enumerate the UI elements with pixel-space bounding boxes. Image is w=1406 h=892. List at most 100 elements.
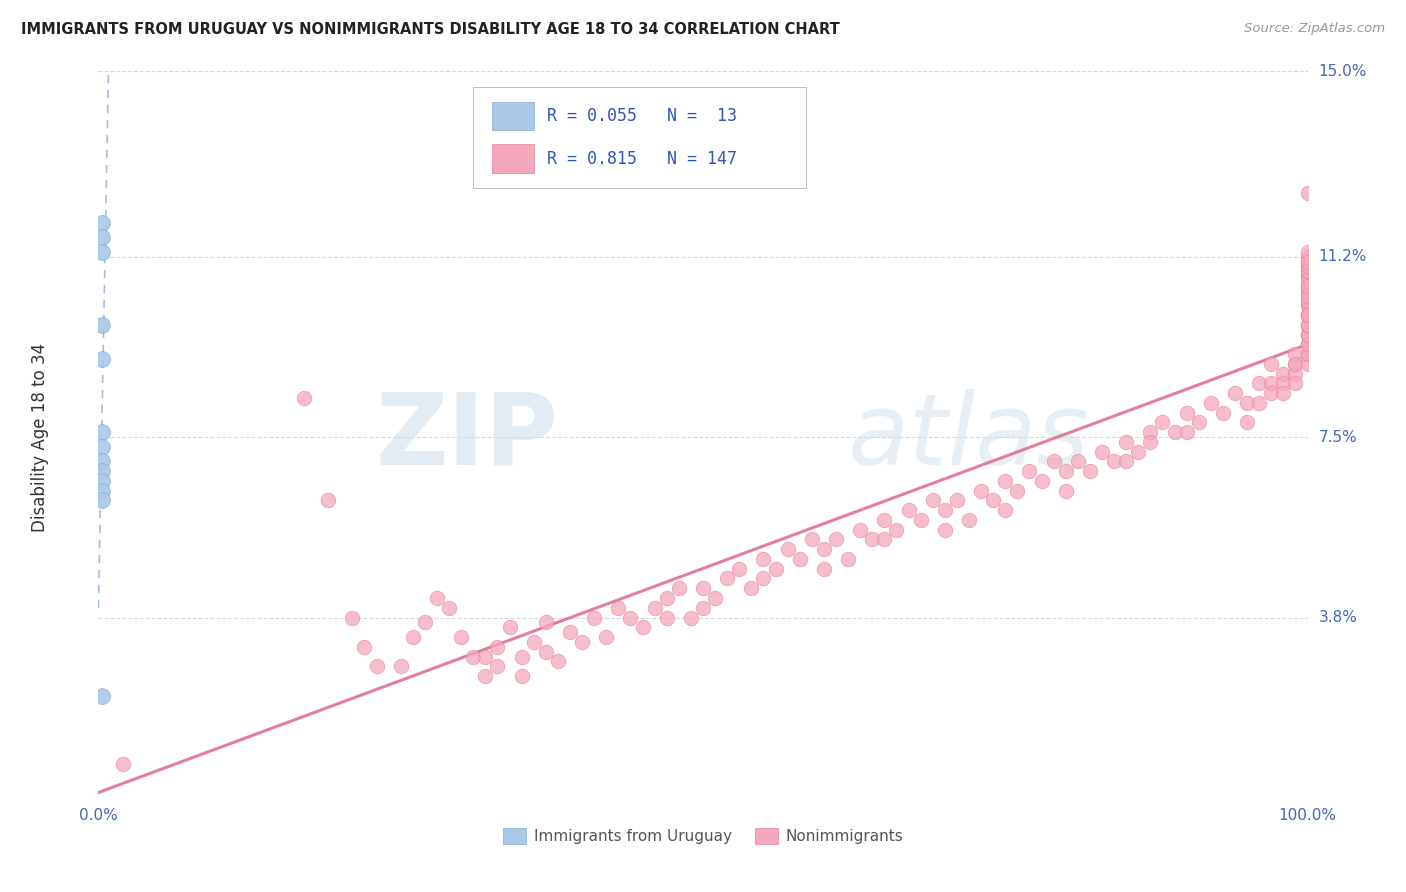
Point	[1296, 308, 1319, 322]
Point	[1115, 454, 1137, 468]
Point	[1236, 396, 1258, 410]
Point	[740, 581, 762, 595]
Point	[1272, 386, 1295, 401]
Point	[1249, 396, 1271, 410]
Point	[800, 533, 823, 547]
Point	[1296, 318, 1319, 332]
Point	[837, 552, 859, 566]
Point	[655, 610, 678, 624]
Text: R = 0.815   N = 147: R = 0.815 N = 147	[547, 150, 737, 168]
Point	[91, 425, 114, 440]
Point	[873, 533, 896, 547]
Point	[486, 659, 509, 673]
Point	[1102, 454, 1125, 468]
Point	[1296, 327, 1319, 342]
Point	[1152, 416, 1174, 430]
Point	[1296, 279, 1319, 293]
Point	[692, 600, 714, 615]
Point	[474, 669, 496, 683]
Point	[353, 640, 375, 654]
Point	[1272, 376, 1295, 391]
Point	[1272, 367, 1295, 381]
Point	[1128, 444, 1150, 458]
Point	[607, 600, 630, 615]
Bar	[492, 103, 534, 130]
Point	[1296, 250, 1319, 264]
Point	[486, 640, 509, 654]
Point	[1188, 416, 1211, 430]
Point	[813, 562, 835, 576]
Point	[1296, 288, 1319, 302]
Point	[921, 493, 943, 508]
Point	[655, 591, 678, 605]
Point	[886, 523, 908, 537]
Text: Source: ZipAtlas.com: Source: ZipAtlas.com	[1244, 22, 1385, 36]
Point	[292, 391, 315, 405]
Point	[1284, 347, 1306, 361]
Point	[776, 542, 799, 557]
Point	[1199, 396, 1222, 410]
Point	[1260, 386, 1282, 401]
Point	[1284, 357, 1306, 371]
Point	[474, 649, 496, 664]
Point	[1296, 298, 1319, 312]
Point	[1296, 298, 1319, 312]
Point	[1296, 293, 1319, 308]
Point	[91, 454, 114, 468]
Point	[1054, 464, 1077, 478]
Point	[498, 620, 520, 634]
Point	[595, 630, 617, 644]
Point	[970, 483, 993, 498]
Text: 15.0%: 15.0%	[1319, 64, 1367, 78]
Point	[1296, 269, 1319, 284]
Point	[1284, 367, 1306, 381]
Point	[111, 756, 134, 771]
Point	[1296, 347, 1319, 361]
Point	[873, 513, 896, 527]
Point	[91, 440, 114, 454]
Point	[1054, 483, 1077, 498]
Point	[1139, 434, 1161, 449]
Point	[1223, 386, 1246, 401]
Point	[631, 620, 654, 634]
Point	[1175, 425, 1198, 440]
Point	[1296, 264, 1319, 278]
Point	[91, 474, 114, 488]
Point	[1296, 318, 1319, 332]
Point	[91, 689, 114, 703]
Point	[1296, 337, 1319, 351]
Point	[91, 215, 114, 229]
Point	[1296, 308, 1319, 322]
Point	[1296, 318, 1319, 332]
Point	[523, 635, 546, 649]
Text: atlas: atlas	[848, 389, 1090, 485]
Point	[1091, 444, 1114, 458]
Point	[366, 659, 388, 673]
Point	[1296, 357, 1319, 371]
Point	[1296, 337, 1319, 351]
Point	[668, 581, 690, 595]
Point	[571, 635, 593, 649]
Point	[1212, 406, 1234, 420]
Point	[1296, 254, 1319, 268]
FancyBboxPatch shape	[474, 87, 806, 188]
Point	[1067, 454, 1090, 468]
Point	[679, 610, 702, 624]
Point	[1296, 284, 1319, 298]
Point	[1296, 293, 1319, 308]
Point	[1296, 318, 1319, 332]
Point	[1163, 425, 1185, 440]
Point	[1296, 347, 1319, 361]
Point	[91, 483, 114, 498]
Point	[1296, 260, 1319, 274]
Point	[813, 542, 835, 557]
Point	[897, 503, 920, 517]
Point	[1296, 308, 1319, 322]
Point	[463, 649, 485, 664]
Point	[1007, 483, 1029, 498]
Point	[1296, 260, 1319, 274]
Point	[934, 523, 956, 537]
Legend: Immigrants from Uruguay, Nonimmigrants: Immigrants from Uruguay, Nonimmigrants	[496, 822, 910, 850]
Point	[547, 654, 569, 668]
Point	[728, 562, 751, 576]
